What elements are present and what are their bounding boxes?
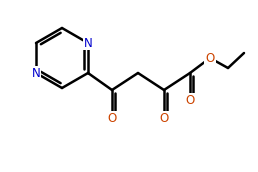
- Text: O: O: [107, 111, 117, 125]
- Text: N: N: [84, 36, 92, 50]
- Text: O: O: [205, 51, 215, 64]
- Text: N: N: [32, 67, 40, 79]
- Text: O: O: [186, 94, 195, 106]
- Text: O: O: [159, 111, 169, 125]
